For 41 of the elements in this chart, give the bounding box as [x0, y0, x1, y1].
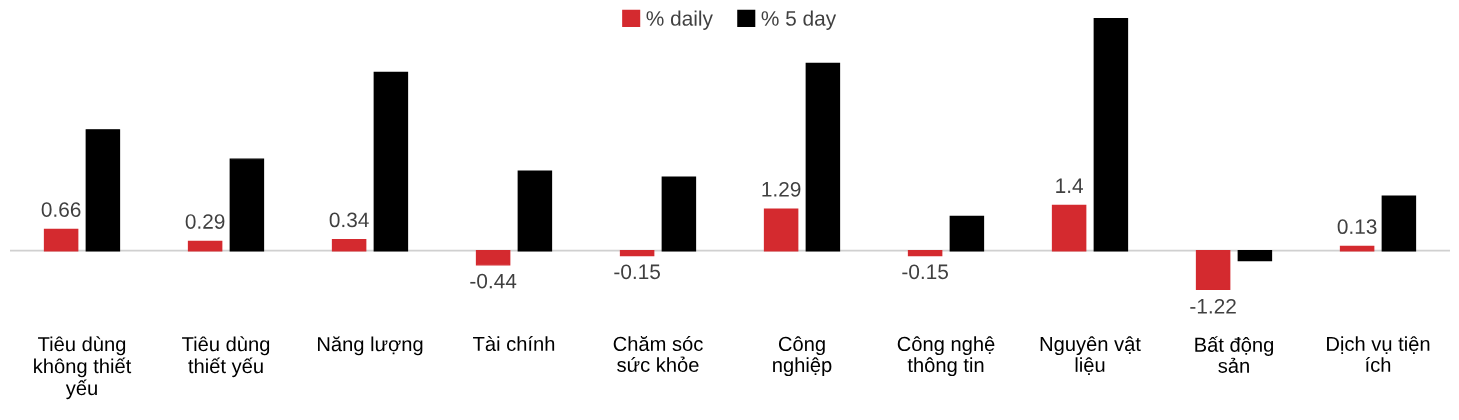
legend-label: % 5 day [761, 10, 837, 30]
data-label: 1.4 [1056, 178, 1083, 193]
bar [1051, 204, 1087, 252]
data-label: 0.29 [185, 214, 225, 229]
x-tick-label: Năng lượng [318, 336, 423, 356]
data-label: -0.44 [470, 273, 517, 289]
x-tick-label: Dịch vụ tiện ích [1327, 336, 1430, 372]
bar [187, 240, 223, 252]
bar [85, 129, 121, 252]
x-tick-label: Tài chính [473, 336, 555, 352]
bar [805, 62, 841, 252]
x-tick-label: Công nghiệp [773, 336, 832, 377]
bar [661, 176, 697, 252]
data-label: -0.15 [614, 264, 660, 280]
data-label: 0.13 [1337, 219, 1377, 235]
bar [1195, 249, 1231, 290]
bar [619, 249, 655, 257]
data-label: -0.15 [902, 264, 948, 280]
x-tick-label: Chăm sóc sức khỏe [613, 335, 703, 372]
bar [331, 239, 367, 252]
x-tick-label: Tiêu dùng thiết yếu [182, 336, 270, 378]
bar [517, 170, 553, 252]
data-label: 1.29 [762, 181, 801, 197]
x-tick-label: Công nghệ thông tin [897, 336, 995, 377]
bar [475, 249, 511, 266]
data-label: 0.66 [41, 202, 81, 217]
legend-label: % daily [646, 10, 713, 30]
x-tick-label: Tiêu dùng không thiết yếu [34, 336, 132, 400]
data-label: 0.34 [329, 212, 369, 228]
bar [43, 228, 79, 252]
bar [1093, 18, 1129, 252]
bar [1381, 195, 1417, 252]
bar [229, 158, 265, 252]
x-tick-label: Bất động sản [1195, 336, 1274, 373]
bar [763, 208, 799, 252]
bar [1237, 249, 1273, 262]
bar [949, 215, 985, 252]
bar [907, 249, 943, 257]
bar [373, 71, 409, 252]
data-label: -1.22 [1190, 298, 1236, 314]
x-tick-label: Nguyên vật liệu [1040, 336, 1141, 375]
